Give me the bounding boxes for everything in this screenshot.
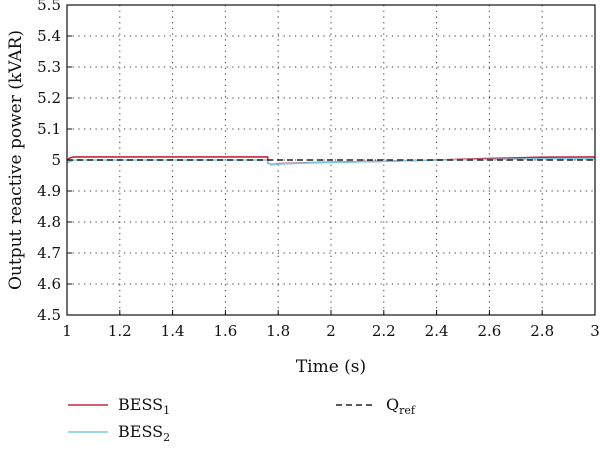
y-axis-label: Output reactive power (kVAR)	[6, 30, 26, 290]
legend: BESS1 BESS2 Qref	[68, 395, 416, 444]
series-lines	[66, 156, 596, 166]
legend-label: BESS2	[118, 422, 170, 444]
x-tick-label: 2.2	[372, 322, 396, 340]
legend-label: BESS1	[118, 395, 170, 417]
x-tick-label: 3	[590, 322, 600, 340]
y-tick-label: 4.6	[37, 275, 61, 293]
y-tick-label: 4.9	[37, 182, 61, 200]
y-tick-label: 4.8	[37, 213, 61, 231]
y-tick-label: 5.2	[37, 89, 61, 107]
y-tick-label: 5.5	[37, 0, 61, 14]
x-tick-label: 2	[326, 322, 336, 340]
legend-label: Qref	[386, 395, 416, 417]
y-tick-label: 4.7	[37, 244, 61, 262]
x-tick-label: 1	[62, 322, 72, 340]
y-tick-label: 5.1	[37, 120, 61, 138]
x-tick-label: 1.4	[161, 322, 185, 340]
y-tick-label: 5.3	[37, 58, 61, 76]
x-tick-label: 2.6	[477, 322, 501, 340]
y-axis-ticks: 4.5 4.6 4.7 4.8 4.9 5 5.1 5.2 5.3 5.4 5.5	[37, 0, 72, 324]
x-tick-label: 1.8	[266, 322, 290, 340]
y-tick-label: 4.5	[37, 306, 61, 324]
x-tick-label: 2.8	[530, 322, 554, 340]
x-tick-label: 1.2	[108, 322, 132, 340]
x-axis-label: Time (s)	[296, 357, 366, 377]
y-tick-label: 5	[51, 151, 61, 169]
y-tick-label: 5.4	[37, 27, 61, 45]
x-axis-ticks: 1 1.2 1.4 1.6 1.8 2 2.2 2.4 2.6 2.8 3	[62, 310, 600, 340]
x-tick-label: 1.6	[213, 322, 237, 340]
series-line-bess2	[66, 157, 595, 166]
x-tick-label: 2.4	[425, 322, 449, 340]
